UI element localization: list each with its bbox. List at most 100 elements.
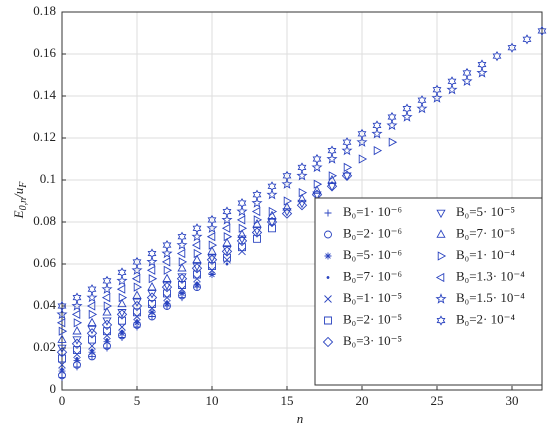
data-point: [208, 240, 218, 250]
data-point: [253, 234, 261, 243]
data-point: [492, 51, 502, 62]
data-point: [373, 145, 383, 156]
data-point: [147, 281, 157, 291]
legend-label: B₀=2· 10⁻⁶: [343, 225, 402, 240]
data-point: [281, 178, 293, 189]
data-point: [162, 273, 172, 282]
data-point: [537, 25, 547, 36]
data-point: [117, 309, 127, 318]
x-tick-label: 10: [206, 393, 219, 408]
data-point: [298, 187, 308, 198]
data-point: [206, 232, 216, 242]
y-label-part: /u: [11, 187, 26, 199]
y-tick-label: 0.06: [33, 255, 56, 270]
data-point: [207, 254, 217, 263]
legend-label: B₀=5· 10⁻⁵: [456, 204, 515, 219]
data-point: [312, 185, 322, 194]
y-tick-label: 0.1: [40, 171, 56, 186]
legend-box: [314, 197, 543, 386]
data-point: [193, 283, 201, 292]
data-point: [133, 282, 143, 292]
data-point: [148, 274, 158, 284]
data-point: [357, 128, 367, 139]
data-point: [176, 239, 188, 250]
data-point: [131, 264, 143, 276]
data-point: [176, 273, 188, 284]
data-point: [252, 189, 262, 200]
data-point: [161, 281, 173, 293]
data-point: [102, 317, 112, 326]
data-point: [522, 34, 532, 45]
legend-label: B₀=3· 10⁻⁵: [343, 333, 402, 348]
legend-marker: [435, 293, 447, 304]
data-point: [135, 319, 139, 323]
data-point: [88, 348, 96, 356]
data-point: [282, 170, 292, 181]
data-point: [236, 205, 248, 217]
data-point: [178, 281, 186, 289]
y-tick-label: 0: [50, 381, 57, 396]
data-point: [192, 223, 202, 234]
data-point: [237, 198, 247, 209]
legend-label: B₀=1· 10⁻⁵: [343, 290, 402, 305]
data-point: [86, 301, 96, 311]
y-label-part: E: [11, 210, 26, 219]
x-tick-label: 25: [431, 393, 444, 408]
legend-label: B₀=5· 10⁻⁶: [343, 247, 402, 262]
data-point: [161, 247, 173, 259]
data-point: [477, 59, 487, 70]
data-point: [461, 75, 473, 87]
data-point: [328, 171, 338, 181]
data-point: [146, 292, 158, 303]
data-point: [60, 367, 64, 371]
data-point: [102, 307, 112, 316]
data-point: [131, 300, 143, 312]
legend-label: B₀=2· 10⁻⁵: [343, 311, 402, 326]
data-point: [72, 336, 82, 345]
data-point: [147, 248, 157, 259]
data-point: [312, 191, 322, 200]
data-point: [148, 304, 156, 312]
data-point: [221, 246, 233, 257]
data-point: [56, 318, 66, 328]
data-point: [267, 181, 277, 192]
legend-marker: [324, 252, 332, 260]
data-point: [222, 246, 232, 255]
data-point: [507, 42, 517, 53]
data-point: [207, 214, 217, 225]
data-point: [86, 328, 98, 339]
data-point: [133, 319, 141, 327]
data-point: [86, 291, 98, 303]
data-point: [163, 300, 171, 308]
legend-marker: [436, 315, 446, 326]
data-point: [118, 329, 126, 337]
y-tick-label: 0.12: [33, 129, 56, 144]
legend-marker: [435, 272, 445, 283]
data-point: [252, 227, 262, 236]
x-tick-label: 20: [356, 393, 369, 408]
data-point: [72, 326, 82, 335]
data-point: [57, 334, 67, 343]
data-point: [71, 338, 83, 349]
data-point: [251, 206, 261, 217]
data-point: [238, 243, 246, 252]
data-point: [88, 335, 96, 344]
data-point: [178, 257, 188, 267]
data-point: [87, 325, 97, 335]
data-point: [102, 275, 112, 286]
data-point: [56, 308, 68, 320]
data-point: [101, 319, 113, 331]
data-point: [101, 283, 113, 294]
data-point: [131, 274, 141, 284]
data-point: [72, 292, 82, 303]
data-point: [343, 162, 353, 173]
data-point: [207, 246, 217, 255]
y-tick-label: 0.04: [33, 297, 56, 312]
data-point: [193, 281, 201, 289]
y-label-part: F: [18, 181, 29, 189]
legend-label: B₀=1.5· 10⁻⁴: [456, 290, 525, 305]
legend-marker: [324, 295, 332, 303]
data-point: [236, 235, 248, 247]
data-point: [327, 145, 337, 156]
